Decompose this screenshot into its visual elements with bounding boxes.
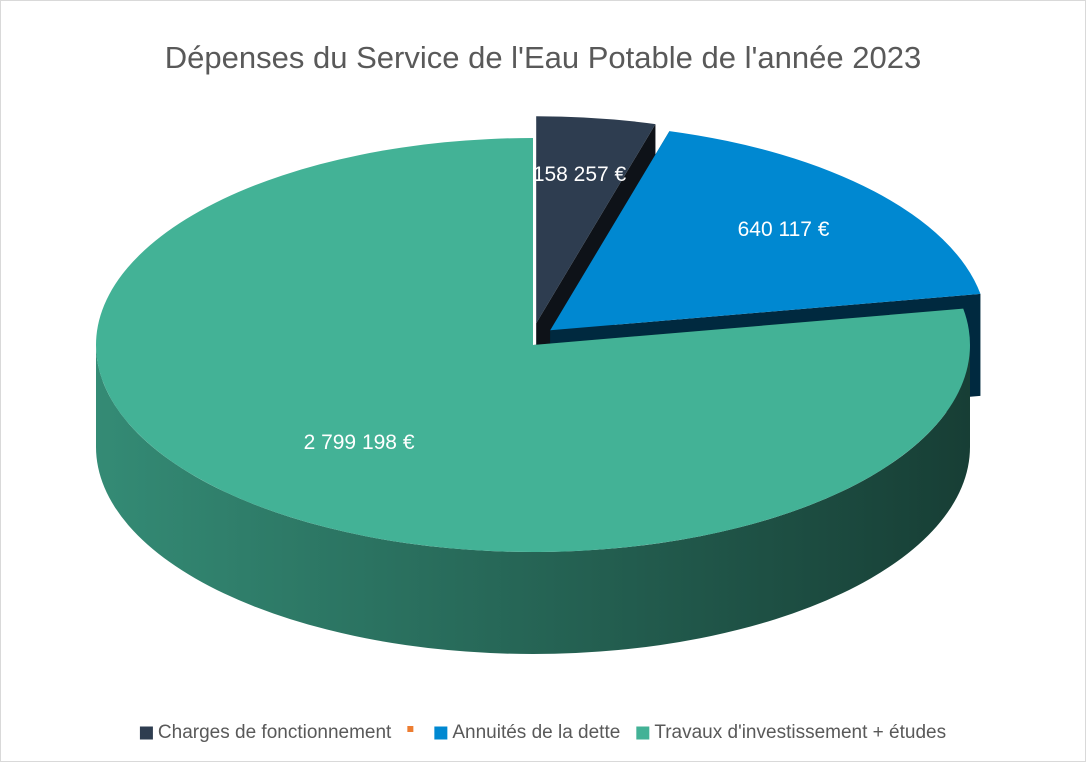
legend-marker bbox=[636, 726, 650, 740]
slice-wall bbox=[96, 345, 970, 654]
slice bbox=[96, 138, 970, 552]
legend-marker bbox=[407, 726, 414, 732]
legend-marker bbox=[434, 726, 448, 740]
legend-label: Travaux d'investissement + études bbox=[654, 722, 946, 743]
slice bbox=[536, 116, 656, 324]
legend-label: Charges de fonctionnement bbox=[158, 722, 392, 743]
data-label: 640 117 € bbox=[738, 218, 830, 241]
data-label: 158 257 € bbox=[533, 163, 627, 186]
data-label: 2 799 198 € bbox=[304, 431, 415, 454]
slice bbox=[550, 131, 981, 331]
legend-marker bbox=[139, 726, 153, 740]
chart-title: Dépenses du Service de l'Eau Potable de … bbox=[165, 40, 921, 75]
legend-label: Annuités de la dette bbox=[452, 722, 620, 743]
